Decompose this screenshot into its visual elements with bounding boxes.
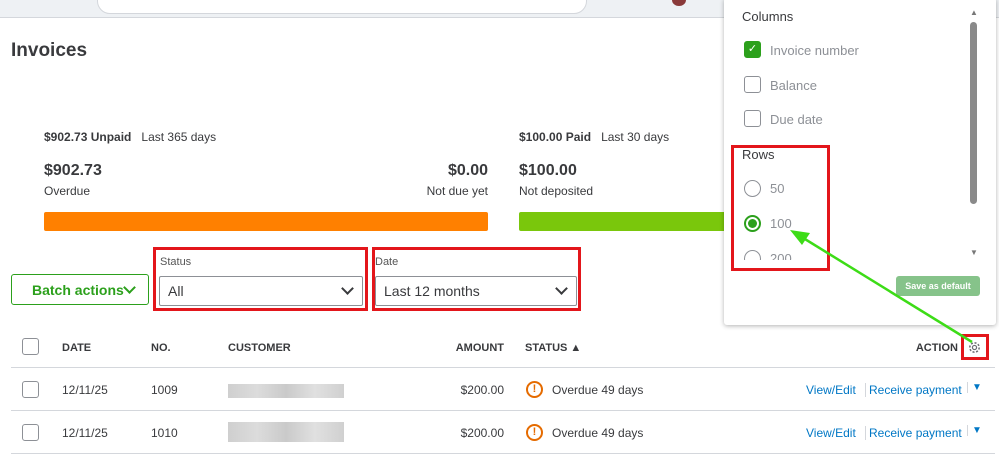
rows-title: Rows [742, 147, 775, 162]
not-due-label: Not due yet [426, 184, 488, 198]
not-deposited-label: Not deposited [519, 184, 594, 198]
scrollbar-thumb[interactable] [970, 22, 977, 204]
column-option-label: Balance [770, 78, 817, 93]
not-due-amount: $0.00 [447, 162, 488, 179]
overdue-amount: $902.73 [44, 162, 102, 179]
more-actions-caret-icon[interactable]: ▼ [967, 382, 982, 393]
checkbox-balance[interactable] [744, 76, 761, 93]
date-select[interactable]: Last 12 months [375, 276, 577, 306]
header-date[interactable]: DATE [62, 342, 92, 354]
table-settings-panel: Columns ✓ Invoice number Balance Due dat… [724, 0, 996, 325]
row-amount: $200.00 [460, 426, 504, 440]
status-select[interactable]: All [159, 276, 363, 306]
batch-actions-button[interactable]: Batch actions [11, 274, 149, 305]
row-option-200: 200 [738, 248, 838, 260]
checkbox-due-date[interactable] [744, 110, 761, 127]
column-option-label: Invoice number [770, 43, 859, 58]
view-edit-link[interactable]: View/Edit [806, 426, 856, 440]
row-status: Overdue 49 days [552, 383, 644, 397]
highlight-rows [731, 145, 830, 271]
date-label: Date [375, 256, 399, 268]
receive-payment-link[interactable]: Receive payment [865, 426, 962, 440]
highlight-date [372, 247, 581, 311]
row-number: 1010 [151, 426, 178, 440]
row-date: 12/11/25 [62, 383, 108, 397]
save-as-default-button[interactable]: Save as default [896, 276, 980, 296]
receive-payment-link[interactable]: Receive payment [865, 383, 962, 397]
customer-redacted [228, 384, 344, 398]
unpaid-summary: $902.73 Unpaid Last 365 days [44, 130, 217, 144]
row-option-label: 50 [770, 181, 785, 196]
header-status[interactable]: STATUS ▲ [525, 342, 582, 354]
overdue-label: Overdue [44, 184, 91, 198]
scroll-down-icon[interactable]: ▼ [970, 248, 978, 257]
row-option-label: 200 [770, 251, 792, 260]
not-deposited-bar[interactable] [519, 212, 729, 231]
row-status: Overdue 49 days [552, 426, 644, 440]
customer-redacted [228, 422, 344, 442]
divider [11, 367, 995, 368]
radio-200[interactable] [744, 250, 761, 260]
highlight-status [153, 247, 368, 311]
scroll-up-icon[interactable]: ▲ [970, 8, 978, 17]
row-amount: $200.00 [460, 383, 504, 397]
more-actions-caret-icon[interactable]: ▼ [967, 425, 982, 436]
column-option-label: Due date [770, 112, 823, 127]
divider [11, 410, 995, 411]
header-no[interactable]: NO. [151, 342, 171, 354]
divider [11, 453, 995, 454]
view-edit-link[interactable]: View/Edit [806, 383, 856, 397]
status-label: Status [160, 256, 192, 268]
avatar[interactable] [672, 0, 686, 6]
row-checkbox[interactable] [22, 381, 39, 398]
paid-summary: $100.00 Paid Last 30 days [519, 130, 670, 144]
header-customer[interactable]: CUSTOMER [228, 342, 291, 354]
warning-icon: ! [526, 381, 543, 398]
row-option-label: 100 [770, 216, 792, 231]
radio-100[interactable] [744, 215, 761, 232]
overdue-bar[interactable] [44, 212, 488, 231]
select-all-checkbox[interactable] [22, 338, 39, 355]
checkbox-invoice-number[interactable]: ✓ [744, 41, 761, 58]
row-number: 1009 [151, 383, 178, 397]
row-checkbox[interactable] [22, 424, 39, 441]
not-deposited-amount: $100.00 [519, 162, 577, 179]
header-action: ACTION [915, 342, 958, 354]
radio-50[interactable] [744, 180, 761, 197]
highlight-gear [961, 334, 989, 360]
header-amount[interactable]: AMOUNT [455, 342, 504, 354]
gear-icon[interactable] [967, 340, 982, 355]
warning-icon: ! [526, 424, 543, 441]
columns-title: Columns [742, 9, 794, 24]
page-title: Invoices [11, 40, 88, 61]
row-date: 12/11/25 [62, 426, 108, 440]
